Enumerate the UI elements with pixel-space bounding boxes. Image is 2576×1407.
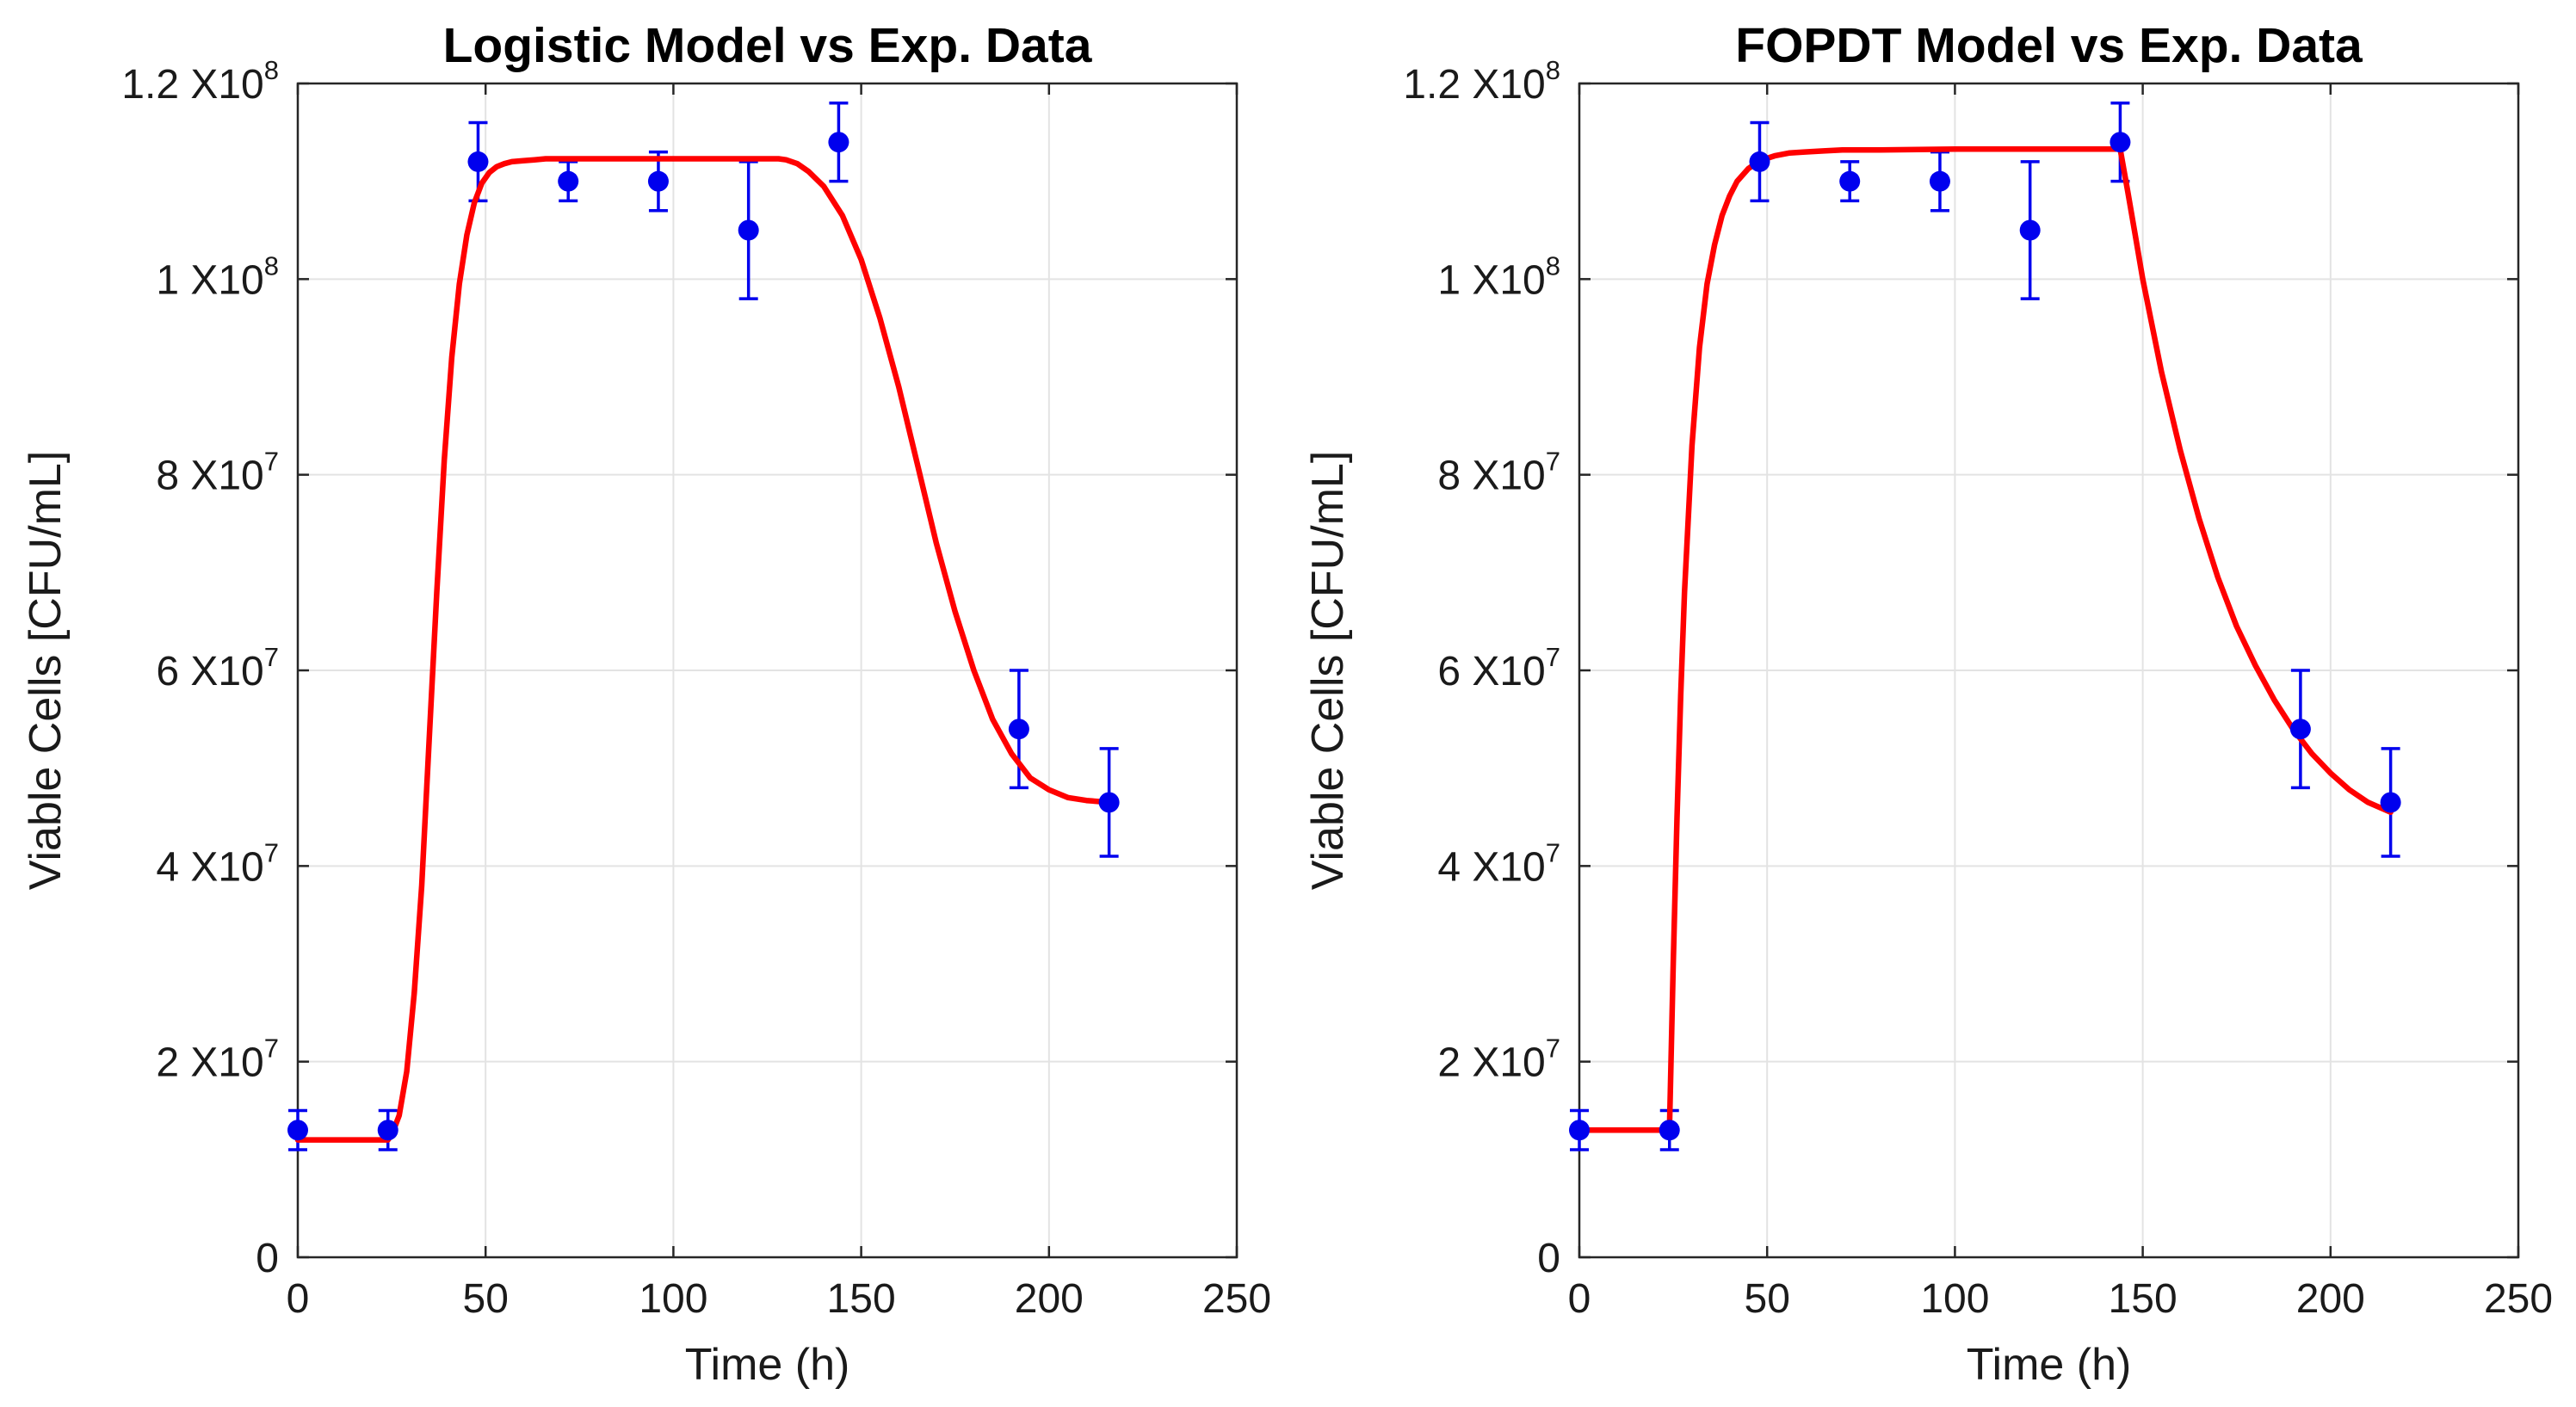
y-tick-label: 6 X107	[156, 642, 279, 694]
data-point	[377, 1120, 398, 1141]
axes-box	[1578, 82, 2520, 1259]
data-point	[2110, 132, 2131, 153]
y-tick-label: 6 X107	[1437, 642, 1560, 694]
chart-title: Logistic Model vs Exp. Data	[443, 18, 1093, 73]
y-tick-base: X10	[190, 649, 263, 694]
y-tick-base: X10	[190, 844, 263, 890]
data-point	[647, 170, 669, 192]
y-tick-exponent: 8	[1546, 250, 1560, 281]
x-tick-label: 150	[827, 1276, 896, 1322]
y-tick-label: 4 X107	[1437, 837, 1560, 890]
y-tick-exponent: 7	[1546, 642, 1560, 672]
y-tick-label: 2 X107	[156, 1034, 279, 1086]
y-tick-label: 0	[256, 1236, 279, 1281]
y-tick-base: X10	[1472, 1040, 1545, 1086]
y-tick-base: X10	[190, 1040, 263, 1086]
y-tick-mantissa: 4	[156, 844, 190, 890]
y-tick-exponent: 8	[1546, 55, 1560, 85]
x-tick-label: 250	[1202, 1276, 1271, 1322]
y-tick-mantissa: 6	[1437, 649, 1472, 694]
data-point	[287, 1120, 308, 1141]
y-axis-label: Viable Cells [CFU/mL]	[21, 451, 71, 891]
y-tick-exponent: 7	[1546, 447, 1560, 477]
data-point	[2019, 219, 2041, 241]
y-tick-mantissa: 0	[256, 1236, 279, 1281]
x-tick-label: 0	[287, 1276, 310, 1322]
y-tick-label: 8 X107	[1437, 447, 1560, 499]
x-axis-label: Time (h)	[1967, 1340, 2132, 1390]
y-tick-label: 1 X108	[156, 250, 279, 303]
x-axis-label: Time (h)	[685, 1340, 850, 1390]
model-curve-line	[294, 156, 1112, 1143]
x-tick-label: 200	[2296, 1276, 2365, 1322]
y-tick-label: 8 X107	[156, 447, 279, 499]
y-tick-mantissa: 0	[1537, 1236, 1560, 1281]
x-tick-label: 200	[1015, 1276, 1084, 1322]
y-tick-mantissa: 1	[156, 257, 190, 303]
y-tick-mantissa: 1	[1437, 257, 1472, 303]
y-tick-exponent: 7	[1546, 1034, 1560, 1064]
y-tick-label: 4 X107	[156, 837, 279, 890]
data-point	[1569, 1120, 1590, 1141]
x-tick-label: 250	[2484, 1276, 2553, 1322]
y-tick-base: X10	[190, 454, 263, 499]
y-tick-base: X10	[1472, 454, 1545, 499]
y-tick-mantissa: 1.2	[121, 62, 190, 108]
y-tick-exponent: 7	[264, 1034, 279, 1064]
y-tick-label: 1 X108	[1437, 250, 1560, 303]
data-point	[2380, 792, 2401, 813]
y-tick-mantissa: 4	[1437, 844, 1472, 890]
data-point	[1098, 792, 1120, 813]
y-tick-base: X10	[1472, 649, 1545, 694]
y-tick-mantissa: 6	[156, 649, 190, 694]
y-tick-label: 2 X107	[1437, 1034, 1560, 1086]
exp-data-series	[1570, 101, 2400, 1151]
y-tick-exponent: 7	[264, 642, 279, 672]
data-point	[558, 170, 579, 192]
y-axis-label: Viable Cells [CFU/mL]	[1303, 451, 1353, 891]
x-tick-label: 100	[1920, 1276, 1989, 1322]
x-tick-label: 100	[639, 1276, 707, 1322]
x-tick-label: 150	[2109, 1276, 2178, 1322]
y-tick-exponent: 8	[264, 55, 279, 85]
x-tick-label: 0	[1568, 1276, 1591, 1322]
y-tick-label: 1.2 X108	[1403, 55, 1560, 108]
y-tick-label: 0	[1537, 1236, 1560, 1281]
data-point	[1749, 151, 1770, 172]
y-tick-mantissa: 2	[156, 1040, 190, 1086]
data-point	[738, 219, 759, 241]
y-tick-mantissa: 1.2	[1403, 62, 1472, 108]
y-tick-base: X10	[1472, 62, 1545, 108]
y-tick-mantissa: 8	[156, 454, 190, 499]
y-tick-base: X10	[1472, 257, 1545, 303]
data-point	[1929, 170, 1950, 192]
chart-title: FOPDT Model vs Exp. Data	[1735, 18, 2363, 73]
x-tick-label: 50	[463, 1276, 509, 1322]
y-tick-exponent: 8	[264, 250, 279, 281]
axes-box	[296, 82, 1239, 1259]
y-tick-mantissa: 8	[1437, 454, 1472, 499]
data-point	[1008, 719, 1029, 740]
y-tick-base: X10	[1472, 844, 1545, 890]
data-point	[828, 132, 849, 153]
data-point	[1839, 170, 1861, 192]
data-point	[2289, 719, 2311, 740]
y-tick-exponent: 7	[264, 447, 279, 477]
data-point	[1659, 1120, 1680, 1141]
y-tick-label: 1.2 X108	[121, 55, 279, 108]
model-curve-line	[1576, 145, 2394, 1133]
data-point	[467, 151, 489, 172]
y-tick-base: X10	[190, 257, 263, 303]
y-tick-mantissa: 2	[1437, 1040, 1472, 1086]
y-tick-exponent: 7	[264, 837, 279, 867]
y-tick-exponent: 7	[1546, 837, 1560, 867]
x-tick-label: 50	[1745, 1276, 1790, 1322]
y-tick-base: X10	[190, 62, 263, 108]
